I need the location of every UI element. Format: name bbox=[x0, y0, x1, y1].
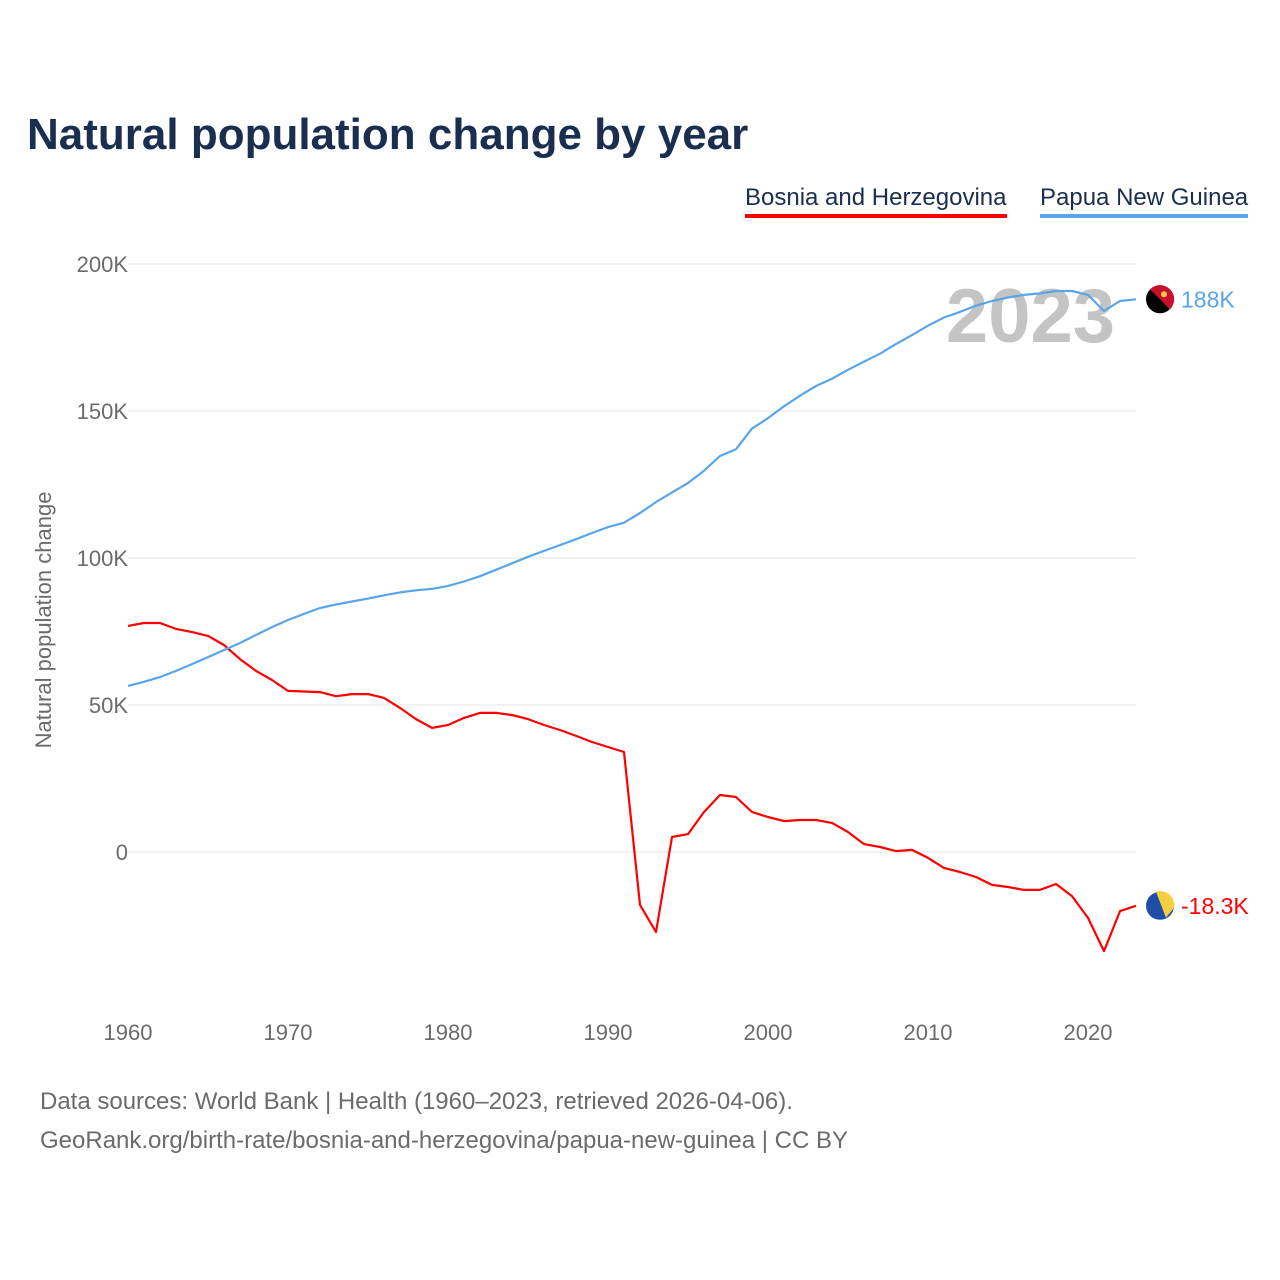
y-tick-label: 50K bbox=[89, 693, 128, 718]
legend-item-bosnia[interactable]: Bosnia and Herzegovina bbox=[745, 184, 1007, 218]
end-value-label: -18.3K bbox=[1181, 893, 1249, 919]
x-tick-label: 1990 bbox=[584, 1020, 633, 1045]
bosnia-flag-triangle bbox=[1156, 891, 1175, 918]
x-tick-label: 1980 bbox=[424, 1020, 473, 1045]
year-label: 2023 bbox=[946, 274, 1115, 359]
y-tick-label: 150K bbox=[77, 399, 129, 424]
x-tick-label: 2020 bbox=[1064, 1020, 1113, 1045]
png-bird-of-paradise bbox=[1161, 291, 1167, 298]
series-line-bosnia bbox=[127, 621, 1137, 953]
legend-item-papua-new-guinea[interactable]: Papua New Guinea bbox=[1040, 184, 1249, 218]
y-tick-label: 100K bbox=[77, 546, 129, 571]
chart-title: Natural population change by year bbox=[27, 110, 749, 159]
series-line-papua-new-guinea bbox=[127, 289, 1137, 687]
png-flag-red-half bbox=[1150, 285, 1175, 310]
source-url[interactable]: GeoRank.org/birth-rate/bosnia-and-herzeg… bbox=[40, 1127, 849, 1154]
x-tick-label: 1960 bbox=[104, 1020, 153, 1045]
source-note: Data sources: World Bank | Health (1960–… bbox=[40, 1088, 793, 1115]
x-tick-label: 2000 bbox=[744, 1020, 793, 1045]
y-tick-label: 0 bbox=[116, 840, 128, 865]
x-tick-label: 2010 bbox=[904, 1020, 953, 1045]
y-tick-label: 200K bbox=[77, 252, 129, 277]
x-tick-label: 1970 bbox=[264, 1020, 313, 1045]
end-value-label: 188K bbox=[1181, 286, 1235, 312]
y-axis-label: Natural population change bbox=[31, 492, 56, 749]
